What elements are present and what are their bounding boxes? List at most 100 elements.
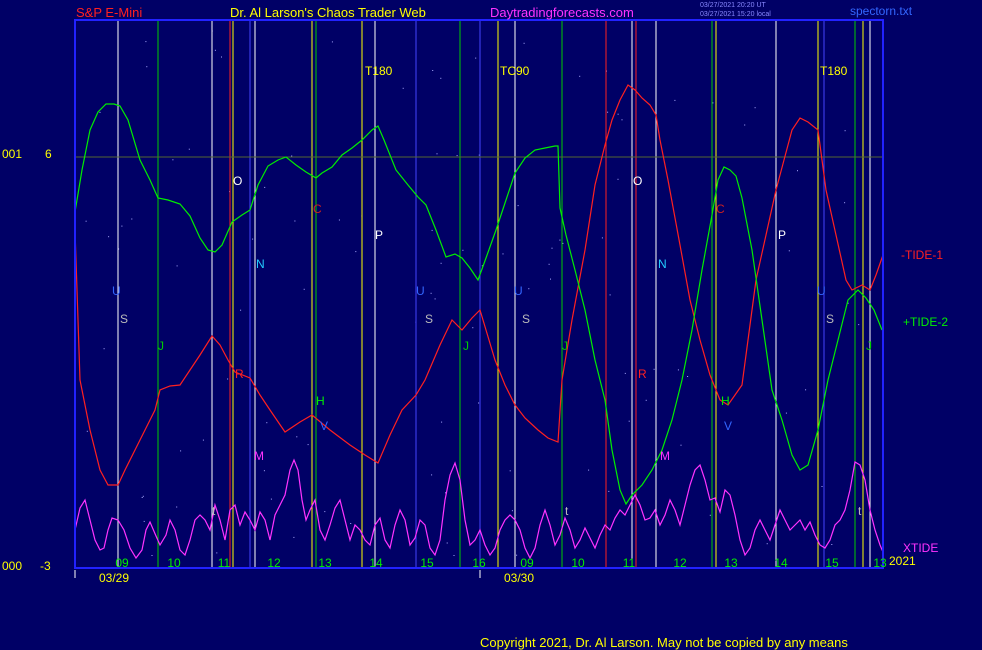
star-dot <box>709 514 711 516</box>
star-dot <box>609 294 611 296</box>
star-dot <box>227 378 229 380</box>
star-dot <box>145 41 147 43</box>
star-dot <box>303 288 305 290</box>
star-dot <box>680 444 682 446</box>
marker-label: U <box>416 284 425 298</box>
star-dot <box>146 66 148 68</box>
marker-label: S <box>120 312 128 326</box>
star-dot <box>617 178 619 180</box>
x-tick-label: 16 <box>472 556 486 570</box>
marker-label: t <box>565 504 569 518</box>
timestamp-local: 03/27/2021 15:20 local <box>700 11 771 18</box>
left-bottom-code: 000 <box>2 559 23 573</box>
star-dot <box>478 402 480 404</box>
star-dot <box>456 155 458 157</box>
star-dot <box>608 490 610 492</box>
star-dot <box>472 327 474 329</box>
tide-series <box>74 84 884 560</box>
star-dot <box>432 70 434 71</box>
star-dot <box>624 372 626 374</box>
star-dot <box>216 552 218 554</box>
timing-vertical-lines <box>117 20 884 568</box>
series-xtide <box>74 458 884 560</box>
star-dot <box>645 399 647 401</box>
star-dot <box>436 153 438 155</box>
star-dot <box>172 159 174 161</box>
marker-label: J <box>158 339 164 353</box>
star-dot <box>141 497 143 498</box>
x-tick-label: 14 <box>369 556 383 570</box>
star-dot <box>831 544 833 545</box>
star-dot <box>99 111 101 113</box>
star-dot <box>712 102 714 104</box>
marker-label: t <box>212 504 216 518</box>
star-dot <box>844 202 846 204</box>
star-dot <box>511 510 513 512</box>
x-tick-label: 12 <box>267 556 281 570</box>
star-dot <box>617 113 619 115</box>
star-dot <box>462 249 464 251</box>
star-dot <box>607 111 609 113</box>
star-dot <box>441 421 443 423</box>
star-dot <box>307 444 309 446</box>
marker-label: N <box>658 257 667 271</box>
star-dot <box>180 450 182 452</box>
star-dot <box>528 288 530 290</box>
star-dot <box>142 495 144 497</box>
star-dot <box>628 420 630 422</box>
marker-label: O <box>633 174 642 188</box>
marker-label: S <box>826 312 834 326</box>
marker-label: S <box>522 312 530 326</box>
star-dot <box>355 251 357 253</box>
marker-label: P <box>375 228 383 242</box>
star-dot <box>188 148 190 150</box>
marker-label: M <box>254 449 264 463</box>
marker-label: J <box>562 339 568 353</box>
legend-xtide: XTIDE <box>903 541 939 555</box>
star-dot <box>350 523 352 524</box>
star-dot <box>131 218 133 220</box>
star-dot <box>294 220 296 222</box>
legend-tide1: -TIDE-1 <box>901 248 943 262</box>
star-dot <box>296 436 298 438</box>
x-tick-label: 10 <box>571 556 585 570</box>
x-tick-label: 13 <box>724 556 738 570</box>
star-dot <box>86 430 88 432</box>
star-dot <box>430 292 432 294</box>
star-dot <box>266 422 268 424</box>
star-dot <box>176 506 178 508</box>
star-dot <box>478 154 480 156</box>
marker-label: J <box>463 339 469 353</box>
star-dot <box>858 324 860 326</box>
star-dot <box>121 225 123 227</box>
star-dot <box>202 439 204 441</box>
star-dot <box>844 130 846 132</box>
star-dot <box>562 242 564 244</box>
left-top-code: 001 <box>2 147 23 161</box>
star-dot <box>797 170 798 172</box>
star-dot <box>744 124 746 126</box>
star-dot <box>621 119 623 121</box>
star-dot <box>516 554 518 556</box>
series-tide1 <box>74 84 884 486</box>
star-dot <box>821 486 823 487</box>
marker-label: H <box>721 394 730 408</box>
star-dot <box>431 474 433 476</box>
left-bottom-value: -3 <box>40 559 51 573</box>
star-dot <box>551 247 553 249</box>
star-dot <box>475 57 477 59</box>
star-dot <box>440 77 442 79</box>
star-dot <box>252 238 254 240</box>
x-date-label: 03/29 <box>99 571 129 585</box>
star-dot <box>440 262 442 264</box>
marker-label: U <box>112 284 121 298</box>
x-tick-label: 11 <box>218 556 231 570</box>
star-dot <box>240 309 242 311</box>
x-tick-label: 13 <box>873 556 887 570</box>
star-dot <box>118 248 120 250</box>
site-url-link[interactable]: Daytradingforecasts.com <box>490 5 634 20</box>
star-dot <box>264 186 266 188</box>
symbol-label: S&P E-Mini <box>76 5 143 20</box>
star-dot <box>85 220 87 222</box>
